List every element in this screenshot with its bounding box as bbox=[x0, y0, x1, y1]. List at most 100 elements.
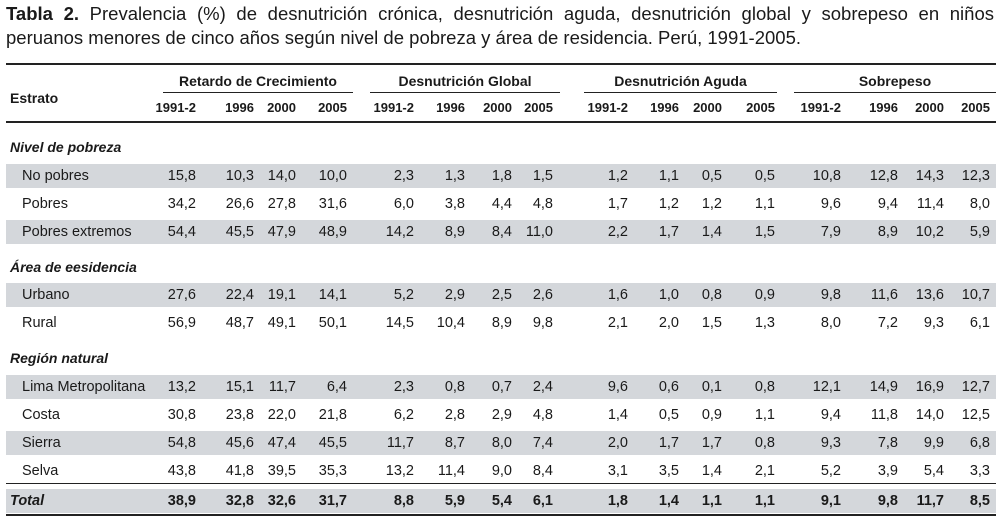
data-cell: 2,9 bbox=[444, 287, 465, 303]
table-row: No pobres 15,8 10,3 14,0 10,0 2,3 1,3 1,8 1,5 1,2… bbox=[6, 164, 996, 188]
data-cell: 15,8 bbox=[167, 168, 196, 184]
data-cell: 0,5 bbox=[701, 168, 722, 184]
year-header: 2005 bbox=[746, 100, 775, 115]
data-cell: 47,9 bbox=[267, 224, 296, 240]
data-cell: 2,6 bbox=[532, 287, 553, 303]
data-cell: 1,2 bbox=[658, 196, 679, 212]
data-cell: 35,3 bbox=[318, 463, 347, 479]
data-cell: 11,7 bbox=[386, 435, 414, 451]
data-cell: 1,4 bbox=[658, 493, 679, 509]
data-cell: 12,1 bbox=[812, 379, 841, 395]
data-cell: 1,5 bbox=[701, 315, 722, 331]
data-cell: 32,8 bbox=[225, 493, 254, 509]
data-cell: 1,4 bbox=[607, 407, 628, 423]
data-cell: 9,3 bbox=[923, 315, 944, 331]
data-cell: 13,2 bbox=[167, 379, 196, 395]
data-cell: 11,7 bbox=[268, 379, 296, 395]
group-header: Retardo de Crecimiento bbox=[179, 73, 337, 89]
data-cell: 1,5 bbox=[754, 224, 775, 240]
data-cell: 27,6 bbox=[167, 287, 196, 303]
data-cell: 1,5 bbox=[532, 168, 553, 184]
data-cell: 9,4 bbox=[877, 196, 898, 212]
data-cell: 7,8 bbox=[877, 435, 898, 451]
data-cell: 16,9 bbox=[915, 379, 944, 395]
year-header: 1991-2 bbox=[800, 100, 841, 115]
row-label: No pobres bbox=[22, 168, 89, 184]
table-top-rule bbox=[6, 63, 996, 65]
data-cell: 7,2 bbox=[877, 315, 898, 331]
data-cell: 7,4 bbox=[532, 435, 553, 451]
data-cell: 8,0 bbox=[969, 196, 990, 212]
year-header: 1996 bbox=[650, 100, 679, 115]
row-label: Pobres bbox=[22, 196, 68, 212]
data-cell: 45,5 bbox=[225, 224, 254, 240]
data-cell: 12,8 bbox=[869, 168, 898, 184]
data-cell: 6,0 bbox=[393, 196, 414, 212]
data-cell: 9,8 bbox=[820, 287, 841, 303]
table-row: Pobres 34,2 26,6 27,8 31,6 6,0 3,8 4,4 4,8 1,7 1,2… bbox=[6, 192, 996, 216]
data-cell: 11,8 bbox=[870, 407, 898, 423]
group-header: Desnutrición Aguda bbox=[614, 73, 747, 89]
data-cell: 2,2 bbox=[607, 224, 628, 240]
data-cell: 54,8 bbox=[167, 435, 196, 451]
data-cell: 31,7 bbox=[318, 493, 347, 509]
data-cell: 14,0 bbox=[915, 407, 944, 423]
year-header: 2005 bbox=[524, 100, 553, 115]
data-cell: 1,7 bbox=[658, 435, 679, 451]
data-cell: 14,5 bbox=[385, 315, 414, 331]
row-label: Selva bbox=[22, 463, 59, 479]
table-row: Pobres extremos 54,4 45,5 47,9 48,9 14,2 8,9 8,… bbox=[6, 220, 996, 244]
data-cell: 43,8 bbox=[167, 463, 196, 479]
year-header: 2005 bbox=[961, 100, 990, 115]
row-label: Lima Metropolitana bbox=[22, 379, 146, 395]
data-cell: 0,8 bbox=[754, 379, 775, 395]
row-label: Total bbox=[10, 493, 45, 509]
data-cell: 12,7 bbox=[961, 379, 990, 395]
caption-text: Prevalencia (%) de desnutrición crónica,… bbox=[6, 3, 994, 48]
data-cell: 19,1 bbox=[267, 287, 296, 303]
data-cell: 0,8 bbox=[754, 435, 775, 451]
table-bottom-rule bbox=[6, 514, 996, 516]
data-cell: 6,1 bbox=[969, 315, 990, 331]
data-cell: 0,5 bbox=[658, 407, 679, 423]
header-bottom-rule bbox=[6, 121, 996, 123]
data-cell: 8,9 bbox=[877, 224, 898, 240]
data-cell: 47,4 bbox=[267, 435, 296, 451]
data-cell: 1,1 bbox=[658, 168, 679, 184]
data-cell: 1,2 bbox=[607, 168, 628, 184]
data-cell: 48,7 bbox=[225, 315, 254, 331]
data-cell: 41,8 bbox=[225, 463, 254, 479]
data-cell: 2,8 bbox=[444, 407, 465, 423]
data-cell: 3,3 bbox=[969, 463, 990, 479]
data-cell: 6,1 bbox=[532, 493, 553, 509]
data-cell: 8,5 bbox=[969, 493, 990, 509]
section-title: Nivel de pobreza bbox=[10, 139, 122, 155]
row-label: Costa bbox=[22, 407, 60, 423]
data-cell: 2,0 bbox=[658, 315, 679, 331]
data-cell: 13,6 bbox=[915, 287, 944, 303]
data-cell: 1,1 bbox=[754, 407, 775, 423]
group-underline bbox=[794, 92, 996, 93]
table-caption: Tabla 2. Prevalencia (%) de desnutrición… bbox=[6, 2, 994, 50]
table-row: Urbano 27,6 22,4 19,1 14,1 5,2 2,9 2,5 2,6 1,6 1,0… bbox=[6, 283, 996, 307]
data-cell: 22,4 bbox=[225, 287, 254, 303]
group-header: Sobrepeso bbox=[858, 73, 932, 89]
data-cell: 10,8 bbox=[812, 168, 841, 184]
year-header: 1991-2 bbox=[155, 100, 196, 115]
data-cell: 10,7 bbox=[961, 287, 990, 303]
data-cell: 2,9 bbox=[491, 407, 512, 423]
data-cell: 1,7 bbox=[658, 224, 679, 240]
data-cell: 10,3 bbox=[225, 168, 254, 184]
data-cell: 9,8 bbox=[532, 315, 553, 331]
data-cell: 13,2 bbox=[385, 463, 414, 479]
data-cell: 14,1 bbox=[318, 287, 347, 303]
data-cell: 9,6 bbox=[820, 196, 841, 212]
data-cell: 8,4 bbox=[532, 463, 553, 479]
total-top-rule bbox=[6, 483, 996, 484]
data-cell: 8,9 bbox=[491, 315, 512, 331]
data-cell: 32,6 bbox=[267, 493, 296, 509]
data-cell: 50,1 bbox=[318, 315, 347, 331]
group-underline bbox=[584, 92, 777, 93]
data-cell: 6,8 bbox=[969, 435, 990, 451]
data-cell: 0,5 bbox=[754, 168, 775, 184]
